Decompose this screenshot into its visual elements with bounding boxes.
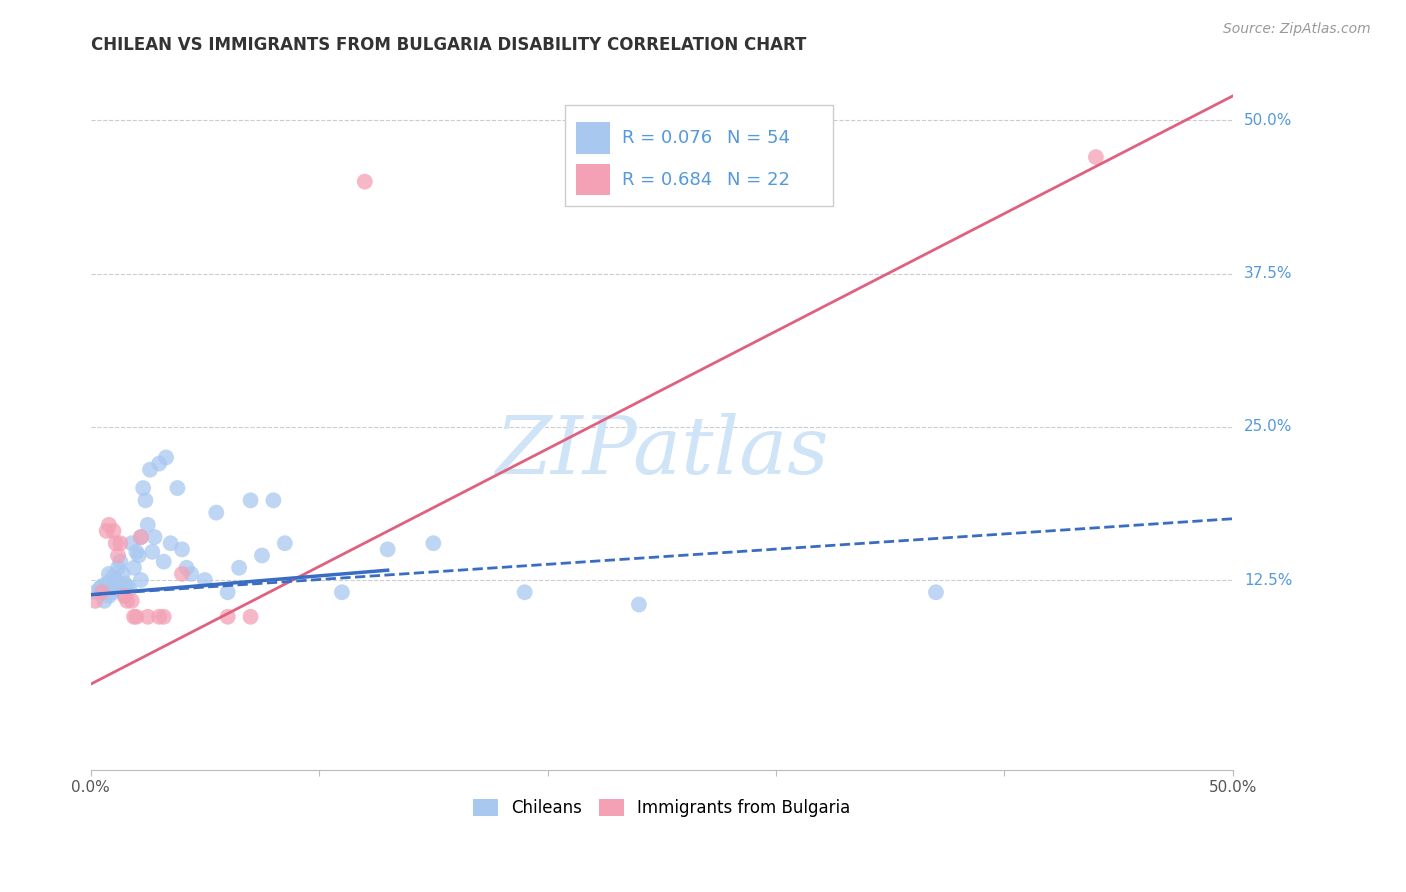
Text: Source: ZipAtlas.com: Source: ZipAtlas.com: [1223, 22, 1371, 37]
Text: R = 0.684: R = 0.684: [621, 171, 711, 189]
Point: [170, 542, 193, 557]
Point: [1084, 150, 1107, 164]
Point: [118, 582, 141, 596]
Text: 37.5%: 37.5%: [1244, 266, 1292, 281]
Point: [93, 594, 115, 608]
Point: [103, 569, 125, 583]
Point: [84, 585, 107, 599]
Point: [104, 536, 127, 550]
FancyBboxPatch shape: [576, 164, 610, 195]
Text: R = 0.076: R = 0.076: [621, 128, 711, 146]
Text: 12.5%: 12.5%: [1244, 573, 1292, 588]
Point: [103, 585, 125, 599]
Point: [89, 582, 111, 596]
Point: [180, 566, 202, 581]
Point: [166, 481, 188, 495]
Point: [121, 594, 143, 608]
Point: [139, 463, 162, 477]
Point: [115, 594, 138, 608]
Point: [110, 555, 132, 569]
Point: [136, 517, 159, 532]
Point: [91, 579, 114, 593]
Text: 50.0%: 50.0%: [1244, 113, 1292, 128]
Point: [330, 585, 353, 599]
Point: [97, 566, 120, 581]
Point: [96, 524, 118, 538]
Point: [217, 585, 239, 599]
Point: [125, 545, 148, 559]
Point: [148, 457, 170, 471]
Point: [262, 493, 284, 508]
Point: [100, 582, 122, 596]
Point: [114, 576, 136, 591]
Point: [274, 536, 297, 550]
Point: [96, 585, 118, 599]
Point: [125, 609, 148, 624]
Point: [97, 589, 120, 603]
Point: [132, 481, 155, 495]
Point: [152, 555, 174, 569]
Point: [84, 594, 107, 608]
Point: [148, 609, 170, 624]
Point: [103, 524, 125, 538]
Point: [129, 530, 152, 544]
Point: [122, 560, 145, 574]
Point: [176, 560, 198, 574]
Point: [128, 549, 150, 563]
Point: [122, 609, 145, 624]
Point: [205, 506, 228, 520]
Point: [250, 549, 273, 563]
Point: [159, 536, 181, 550]
Point: [129, 530, 152, 544]
Point: [377, 542, 399, 557]
Point: [134, 493, 156, 508]
Point: [141, 545, 163, 559]
Point: [239, 493, 262, 508]
Point: [228, 560, 250, 574]
FancyBboxPatch shape: [565, 105, 834, 205]
Text: CHILEAN VS IMMIGRANTS FROM BULGARIA DISABILITY CORRELATION CHART: CHILEAN VS IMMIGRANTS FROM BULGARIA DISA…: [91, 36, 807, 54]
Point: [107, 582, 129, 596]
Point: [422, 536, 444, 550]
Point: [104, 573, 127, 587]
Point: [217, 609, 239, 624]
Point: [627, 598, 650, 612]
Legend: Chileans, Immigrants from Bulgaria: Chileans, Immigrants from Bulgaria: [467, 792, 858, 824]
Point: [107, 560, 129, 574]
Point: [115, 579, 138, 593]
Point: [107, 549, 129, 563]
Text: N = 54: N = 54: [727, 128, 790, 146]
Point: [136, 609, 159, 624]
Point: [96, 576, 118, 591]
Point: [129, 573, 152, 587]
Point: [152, 609, 174, 624]
Point: [111, 566, 134, 581]
Point: [513, 585, 536, 599]
FancyBboxPatch shape: [576, 122, 610, 153]
Point: [121, 536, 143, 550]
Point: [110, 536, 132, 550]
Point: [239, 609, 262, 624]
Point: [155, 450, 177, 465]
Text: 25.0%: 25.0%: [1244, 419, 1292, 434]
Point: [925, 585, 948, 599]
Point: [97, 517, 120, 532]
Point: [194, 573, 217, 587]
Point: [353, 175, 375, 189]
Point: [114, 589, 136, 603]
Point: [91, 585, 114, 599]
Point: [143, 530, 166, 544]
Text: ZIPatlas: ZIPatlas: [495, 413, 828, 491]
Point: [170, 566, 193, 581]
Point: [114, 589, 136, 603]
Text: N = 22: N = 22: [727, 171, 790, 189]
